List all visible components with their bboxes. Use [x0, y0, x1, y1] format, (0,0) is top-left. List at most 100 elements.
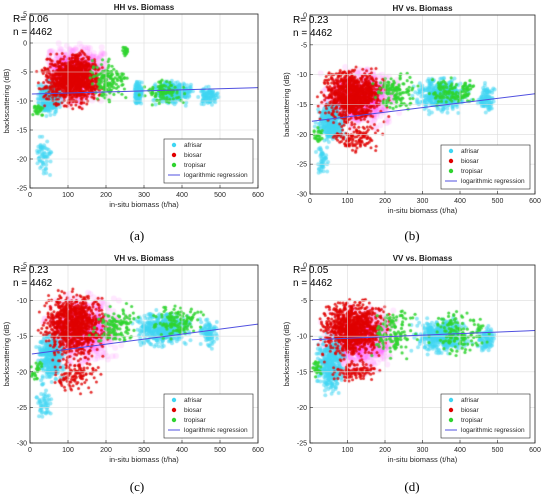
- legend-tropisar-label: tropisar: [184, 162, 207, 169]
- y-tick-label: -25: [297, 162, 307, 169]
- y-tick-label: -25: [17, 405, 27, 412]
- y-tick-label: -5: [301, 42, 307, 49]
- legend-biosar-marker: [171, 407, 177, 413]
- r-value-vh: R= 0.23: [13, 265, 49, 276]
- legend-tropisar-label: tropisar: [461, 417, 484, 424]
- y-tick-label: 0: [23, 41, 27, 48]
- y-tick-label: -30: [297, 192, 307, 199]
- x-tick-label: 500: [492, 447, 504, 454]
- y-tick-label: 0: [303, 263, 307, 270]
- x-tick-label: 500: [214, 192, 226, 199]
- n-value-hh: n = 4462: [13, 27, 53, 38]
- regression-line-hv: [311, 93, 536, 122]
- y-tick-label: -10: [17, 99, 27, 106]
- legend-afrisar-label: afrisar: [461, 397, 480, 404]
- ticks-hv: 0 100 200 300 400 500 600 0 -5 -10 -15 -20 -25 -30: [297, 13, 541, 206]
- x-tick-label: 400: [454, 447, 466, 454]
- y-tick-label: -15: [297, 102, 307, 109]
- x-tick-label: 400: [176, 447, 188, 454]
- legend-vh: afrisar biosar tropisar logarithmic regress…: [163, 393, 254, 439]
- y-tick-label: -5: [21, 263, 27, 270]
- y-axis-label-vh: backscattering (dB): [2, 321, 11, 386]
- legend-biosar-marker: [448, 158, 454, 164]
- legend-regression-label: logarithmic regression: [184, 172, 248, 179]
- regression-line-hh: [31, 87, 259, 95]
- x-tick-label: 200: [379, 447, 391, 454]
- y-tick-label: -20: [297, 132, 307, 139]
- legend-hh: afrisar biosar tropisar logarithmic regress…: [163, 138, 254, 184]
- x-tick-label: 300: [138, 447, 150, 454]
- legend-regression-label: logarithmic regression: [184, 427, 248, 434]
- y-tick-label: -20: [17, 369, 27, 376]
- x-tick-label: 600: [529, 198, 541, 205]
- legend-biosar-label: biosar: [184, 152, 203, 159]
- y-tick-label: -10: [17, 298, 27, 305]
- legend-regression-label: logarithmic regression: [461, 178, 525, 185]
- x-tick-label: 500: [214, 447, 226, 454]
- legend-tropisar-marker: [448, 417, 454, 423]
- x-tick-label: 100: [62, 192, 74, 199]
- legend-biosar-label: biosar: [461, 407, 480, 414]
- legend-afrisar-label: afrisar: [461, 148, 480, 155]
- legend-tropisar-marker: [171, 162, 177, 168]
- chart-title-hh: HH vs. Biomass: [114, 3, 175, 12]
- legend-vv: afrisar biosar tropisar logarithmic regress…: [440, 393, 531, 439]
- x-tick-label: 200: [100, 447, 112, 454]
- y-tick-label: -20: [297, 405, 307, 412]
- x-tick-label: 400: [176, 192, 188, 199]
- x-tick-label: 200: [379, 198, 391, 205]
- caption-d: (d): [404, 479, 420, 494]
- x-tick-label: 100: [342, 447, 354, 454]
- y-tick-label: 0: [303, 13, 307, 20]
- panel-vv: 0 100 200 300 400 500 600 0 -5 -10 -15 -20 -25 VV vs.…: [275, 250, 550, 501]
- chart-vv: 0 100 200 300 400 500 600 0 -5 -10 -15 -20 -25 VV vs.…: [282, 254, 541, 464]
- y-tick-label: -5: [301, 298, 307, 305]
- x-tick-label: 600: [252, 192, 264, 199]
- x-tick-label: 100: [62, 447, 74, 454]
- legend-afrisar-label: afrisar: [184, 397, 203, 404]
- chart-hv: 0 100 200 300 400 500 600 0 -5 -10 -15 -20 -25 -30 HV …: [282, 4, 541, 215]
- caption-c: (c): [129, 479, 145, 494]
- y-tick-label: -20: [17, 157, 27, 164]
- legend-tropisar-label: tropisar: [461, 168, 484, 175]
- x-axis-label-vv: in-situ biomass (t/ha): [388, 455, 458, 464]
- panel-hv: 0 100 200 300 400 500 600 0 -5 -10 -15 -20 -25 -30 HV …: [275, 0, 550, 250]
- n-value-hv: n = 4462: [293, 28, 333, 39]
- x-tick-label: 100: [342, 198, 354, 205]
- legend-biosar-marker: [448, 407, 454, 413]
- legend-regression-label: logarithmic regression: [461, 427, 525, 434]
- chart-title-vv: VV vs. Biomass: [393, 254, 453, 263]
- r-value-hh: R= 0.06: [13, 14, 49, 25]
- chart-hh: 0 100 200 300 400 500 600 5 0 -5 -10 -15 -20 -25 HH vs…: [2, 3, 264, 209]
- legend-afrisar-marker: [448, 397, 454, 403]
- legend-box: [163, 393, 254, 439]
- n-value-vh: n = 4462: [13, 278, 53, 289]
- x-tick-label: 600: [252, 447, 264, 454]
- chart-title-vh: VH vs. Biomass: [114, 254, 175, 263]
- regression-line-vv: [311, 330, 536, 341]
- x-tick-label: 0: [308, 198, 312, 205]
- ticks-hh: 0 100 200 300 400 500 600 5 0 -5 -10 -15 -20 -25: [17, 12, 264, 200]
- legend-box: [440, 393, 531, 439]
- x-axis-label-vh: in-situ biomass (t/ha): [109, 455, 179, 464]
- y-tick-label: -10: [297, 72, 307, 79]
- caption-b: (b): [404, 228, 420, 243]
- legend-biosar-label: biosar: [461, 158, 480, 165]
- y-tick-label: -10: [297, 334, 307, 341]
- regression-line-vh: [31, 323, 259, 355]
- x-tick-label: 200: [100, 192, 112, 199]
- legend-afrisar-marker: [171, 142, 177, 148]
- n-value-vv: n = 4462: [293, 278, 333, 289]
- y-tick-label: -25: [297, 441, 307, 448]
- y-tick-label: -15: [17, 128, 27, 135]
- legend-hv: afrisar biosar tropisar logarithmic regress…: [440, 144, 531, 190]
- y-tick-label: -15: [297, 369, 307, 376]
- x-tick-label: 0: [28, 192, 32, 199]
- x-axis-label-hh: in-situ biomass (t/ha): [109, 200, 179, 209]
- y-tick-label: -30: [17, 441, 27, 448]
- legend-afrisar-marker: [171, 397, 177, 403]
- caption-a: (a): [129, 228, 145, 243]
- y-axis-label-hh: backscattering (dB): [2, 68, 11, 133]
- legend-tropisar-label: tropisar: [184, 417, 207, 424]
- y-tick-label: 5: [23, 12, 27, 19]
